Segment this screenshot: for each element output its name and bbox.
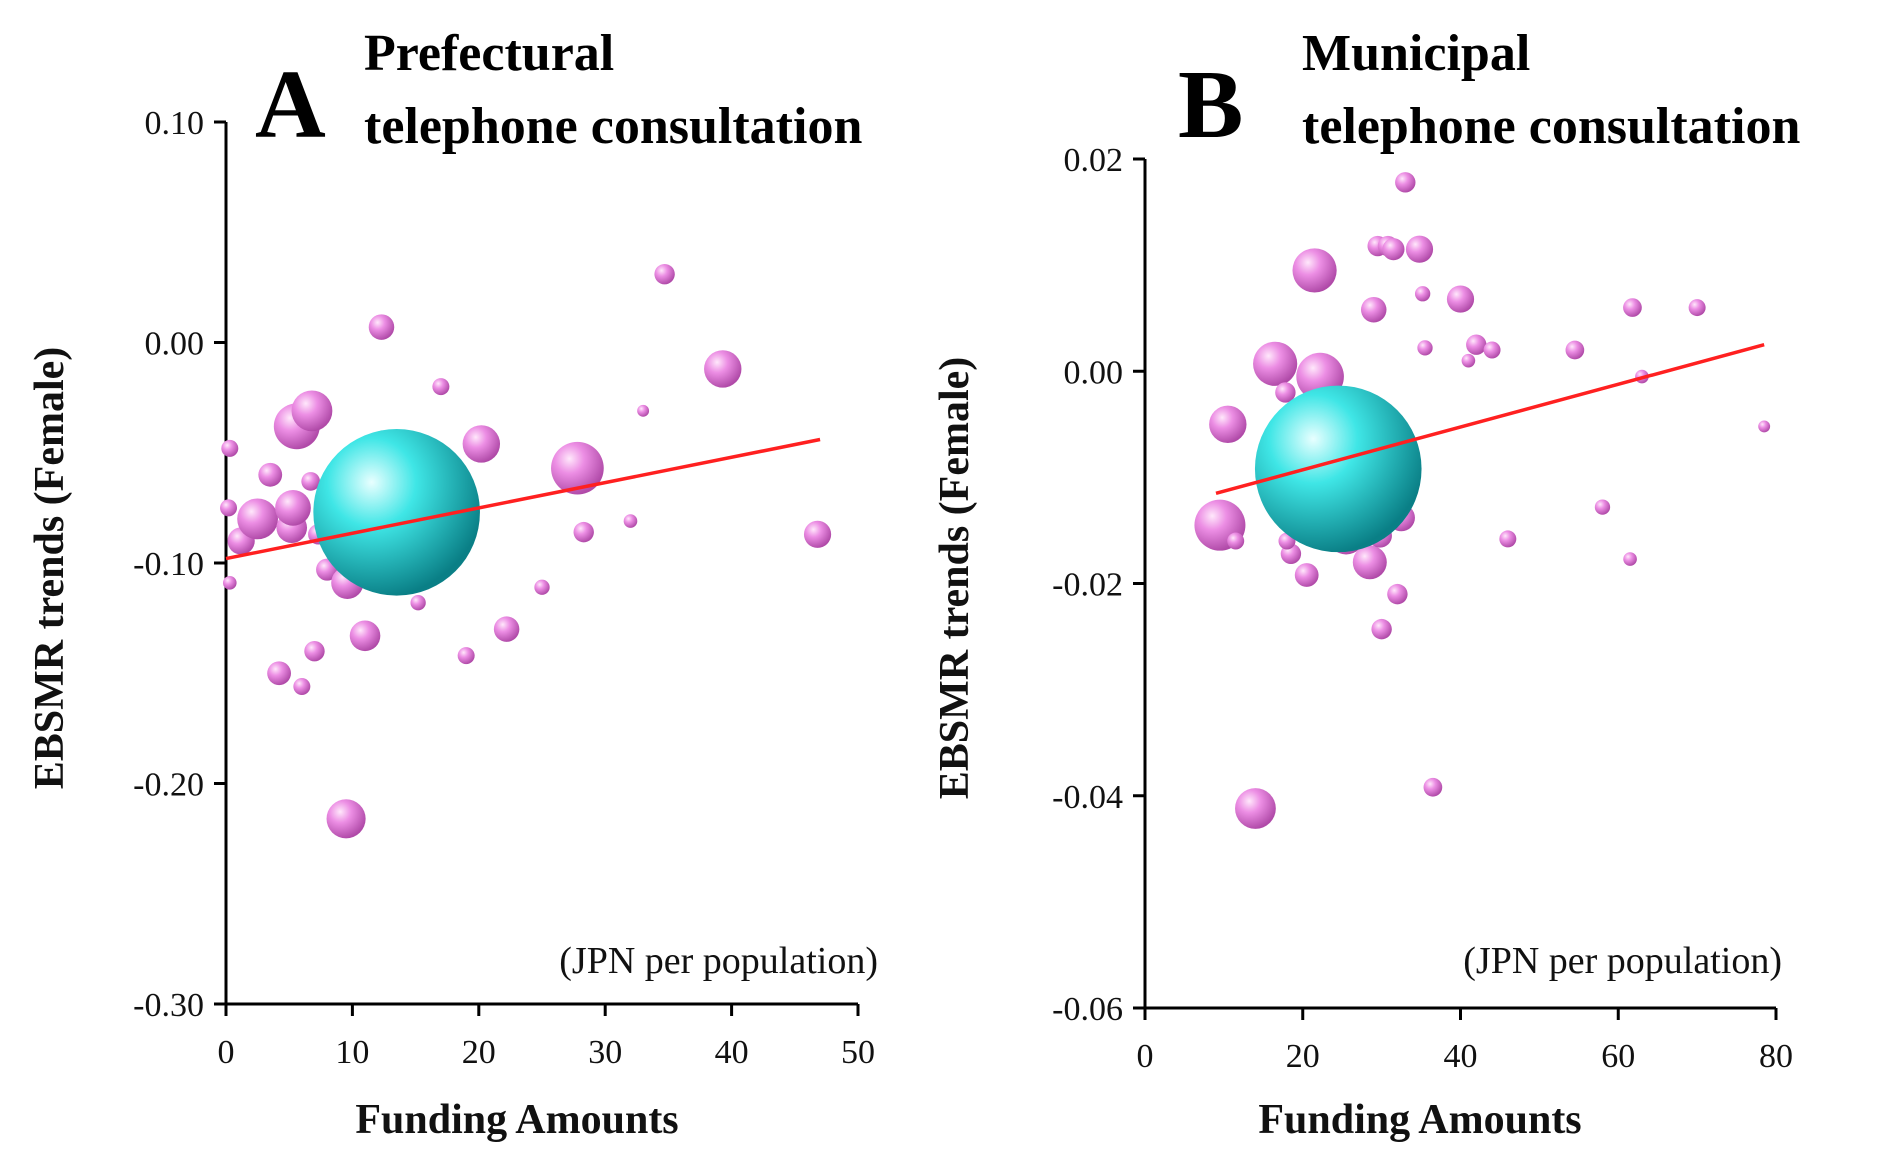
data-point [220, 499, 238, 517]
data-point [493, 616, 520, 642]
data-point [1294, 563, 1319, 587]
data-point [803, 520, 832, 548]
y-tick-label: 0.02 [1064, 142, 1124, 179]
data-point [1235, 788, 1276, 829]
unit-note: (JPN per population) [559, 940, 878, 982]
data-point [1227, 532, 1245, 550]
data-point [1275, 382, 1296, 403]
x-tick-label: 0 [1137, 1038, 1154, 1075]
data-point [1209, 405, 1247, 444]
y-tick-label: -0.10 [133, 546, 204, 583]
chart-title-line1: Prefectural [364, 25, 614, 82]
data-point [1395, 172, 1416, 193]
data-point [1446, 285, 1475, 313]
data-point [432, 378, 450, 396]
panel-a: A Prefectural telephone consultation -0.… [27, 25, 878, 1143]
data-point [1371, 618, 1392, 640]
panel-b: B Municipal telephone consultation -0.06… [932, 25, 1800, 1143]
unit-note: (JPN per population) [1463, 940, 1782, 982]
plot-area: -0.30 -0.20 -0.10 0.00 0.10 0 10 20 30 40 50 [133, 105, 875, 1071]
data-point [267, 661, 291, 686]
data-point [462, 425, 501, 463]
y-tick-label: -0.30 [133, 987, 204, 1024]
data-point [1499, 530, 1517, 548]
data-point [457, 647, 475, 665]
data-point [1483, 341, 1501, 359]
y-tick-label: -0.06 [1052, 991, 1123, 1028]
chart-title-line2: telephone consultation [364, 98, 862, 155]
highlight-data-point [313, 428, 480, 596]
trend-line [1215, 343, 1765, 495]
data-point [1382, 238, 1405, 261]
data-point [1414, 286, 1431, 302]
data-point [654, 263, 675, 285]
x-axis-label: Funding Amounts [355, 1097, 678, 1143]
data-point [1423, 777, 1443, 797]
x-tick-label: 80 [1759, 1038, 1793, 1075]
x-axis-label: Funding Amounts [1258, 1097, 1581, 1143]
x-tick-label: 20 [462, 1034, 496, 1071]
panel-letter: B [1178, 51, 1243, 159]
trend-line [225, 437, 821, 561]
data-point [275, 490, 311, 526]
data-point [1623, 552, 1637, 566]
y-tick-label: 0.10 [145, 105, 205, 142]
data-point [293, 677, 311, 695]
x-tick-label: 20 [1286, 1038, 1320, 1075]
data-point [1387, 583, 1408, 605]
data-point [326, 799, 366, 839]
data-point [1405, 235, 1434, 263]
x-tick-label: 0 [218, 1034, 235, 1071]
panel-letter: A [255, 51, 326, 159]
data-point [1594, 499, 1611, 515]
data-point [1565, 340, 1585, 360]
data-point [222, 576, 237, 590]
highlight-data-point [1254, 385, 1422, 553]
x-tick-label: 40 [715, 1034, 749, 1071]
chart-title-line2: telephone consultation [1302, 98, 1800, 155]
data-point [410, 595, 426, 611]
data-point [221, 439, 239, 457]
data-point [1758, 420, 1771, 433]
x-tick-label: 40 [1444, 1038, 1478, 1075]
data-point [573, 521, 594, 543]
data-point [551, 441, 604, 495]
y-axis-label: EBSMR trends (Female) [27, 347, 73, 790]
data-point [237, 498, 278, 540]
data-point [1688, 299, 1706, 317]
x-tick-label: 10 [335, 1034, 369, 1071]
x-tick-label: 60 [1601, 1038, 1635, 1075]
data-point [637, 404, 650, 417]
y-tick-label: 0.00 [1064, 354, 1124, 391]
y-tick-label: -0.04 [1052, 779, 1123, 816]
chart-title-line1: Municipal [1302, 25, 1530, 82]
data-point [534, 579, 550, 595]
x-tick-label: 50 [841, 1034, 875, 1071]
data-point [304, 641, 325, 662]
data-point [1253, 341, 1298, 386]
data-point [1461, 353, 1476, 368]
data-point [349, 620, 381, 652]
plot-area: -0.06 -0.04 -0.02 0.00 0.02 0 20 40 60 80 [1052, 142, 1793, 1075]
y-tick-label: -0.20 [133, 767, 204, 804]
y-tick-label: -0.02 [1052, 567, 1123, 604]
data-point [368, 314, 395, 340]
data-point [258, 462, 283, 487]
data-point [704, 350, 742, 388]
data-point [1466, 334, 1487, 355]
data-point [301, 472, 321, 491]
x-tick-label: 30 [588, 1034, 622, 1071]
data-point [623, 514, 638, 528]
data-point [1417, 340, 1433, 356]
data-point [1623, 298, 1642, 317]
data-point [1352, 545, 1387, 580]
data-point [1292, 248, 1337, 293]
y-tick-label: 0.00 [145, 326, 205, 363]
data-point [291, 390, 333, 432]
y-axis-label: EBSMR trends (Female) [932, 357, 978, 800]
data-point [1360, 296, 1387, 323]
